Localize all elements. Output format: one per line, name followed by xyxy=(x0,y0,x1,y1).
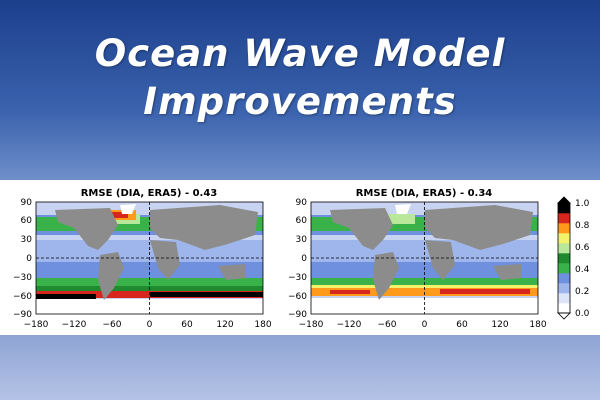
y-tick-label: 30 xyxy=(21,235,33,245)
colorbar-swatch xyxy=(558,203,570,214)
y-tick-label: 90 xyxy=(296,198,308,208)
x-tick-label: 120 xyxy=(491,320,508,330)
panel-2-y-ticks: 90 60 30 0 −30 −60 −90 xyxy=(288,198,307,320)
panel-2-x-ticks: −180 −120 −60 0 60 120 180 xyxy=(299,320,547,330)
x-tick-label: 180 xyxy=(529,320,546,330)
colorbar-swatch xyxy=(558,263,570,274)
colorbar-tick-label: 0.0 xyxy=(575,309,590,319)
colorbar-tick-label: 0.8 xyxy=(575,221,590,231)
y-tick-label: −90 xyxy=(288,310,307,320)
headline-line-2: Improvements xyxy=(143,80,457,123)
headline: Ocean Wave Model Improvements xyxy=(0,30,600,126)
panel-1-y-ticks: 90 60 30 0 −30 −60 −90 xyxy=(13,198,32,320)
colorbar-swatch xyxy=(558,273,570,284)
colorbar-tick-label: 0.6 xyxy=(575,243,590,253)
x-tick-label: 0 xyxy=(422,320,428,330)
x-tick-label: 120 xyxy=(216,320,233,330)
x-tick-label: −60 xyxy=(378,320,397,330)
x-tick-label: −60 xyxy=(103,320,122,330)
colorbar-swatch xyxy=(558,213,570,224)
x-tick-label: 60 xyxy=(456,320,468,330)
y-tick-label: −30 xyxy=(288,273,307,283)
y-tick-label: 0 xyxy=(301,254,307,264)
colorbar-swatch xyxy=(558,233,570,244)
panel-2-title: RMSE (DIA, ERA5) - 0.34 xyxy=(356,188,493,199)
y-tick-label: 90 xyxy=(21,198,33,208)
colorbar-swatch xyxy=(558,223,570,234)
colorbar-swatches xyxy=(558,203,570,314)
colorbar-bottom-arrow xyxy=(557,312,571,320)
x-tick-label: 60 xyxy=(181,320,193,330)
y-tick-label: 60 xyxy=(21,216,33,226)
x-tick-label: −120 xyxy=(337,320,362,330)
colorbar-swatch xyxy=(558,253,570,264)
y-tick-label: 0 xyxy=(26,254,32,264)
y-tick-label: −90 xyxy=(13,310,32,320)
y-tick-label: 30 xyxy=(296,235,308,245)
x-tick-label: 180 xyxy=(254,320,271,330)
map-panel-2: RMSE (DIA, ERA5) - 0.34 90 60 xyxy=(288,188,547,330)
colorbar-tick-label: 0.2 xyxy=(575,287,589,297)
colorbar-swatch xyxy=(558,303,570,314)
y-tick-label: 60 xyxy=(296,216,308,226)
colorbar-tick-label: 0.4 xyxy=(575,265,590,275)
colorbar-tick-label: 1.0 xyxy=(575,199,590,209)
y-tick-label: −30 xyxy=(13,273,32,283)
panel-1-title: RMSE (DIA, ERA5) - 0.43 xyxy=(81,188,218,199)
colorbar-swatch xyxy=(558,283,570,294)
x-tick-label: −180 xyxy=(24,320,49,330)
x-tick-label: 0 xyxy=(147,320,153,330)
x-tick-label: −120 xyxy=(62,320,87,330)
colorbar-swatch xyxy=(558,243,570,254)
y-tick-label: −60 xyxy=(13,292,32,302)
x-tick-label: −180 xyxy=(299,320,324,330)
colorbar-top-arrow xyxy=(557,196,571,204)
y-tick-label: −60 xyxy=(288,292,307,302)
colorbar: 1.0 0.8 0.6 0.4 0.2 0.0 xyxy=(557,196,590,320)
colorbar-swatch xyxy=(558,293,570,304)
headline-line-1: Ocean Wave Model xyxy=(94,32,506,75)
panel-1-x-ticks: −180 −120 −60 0 60 120 180 xyxy=(24,320,272,330)
map-panel-1: RMSE (DIA, ERA5) - 0.43 xyxy=(13,188,272,330)
